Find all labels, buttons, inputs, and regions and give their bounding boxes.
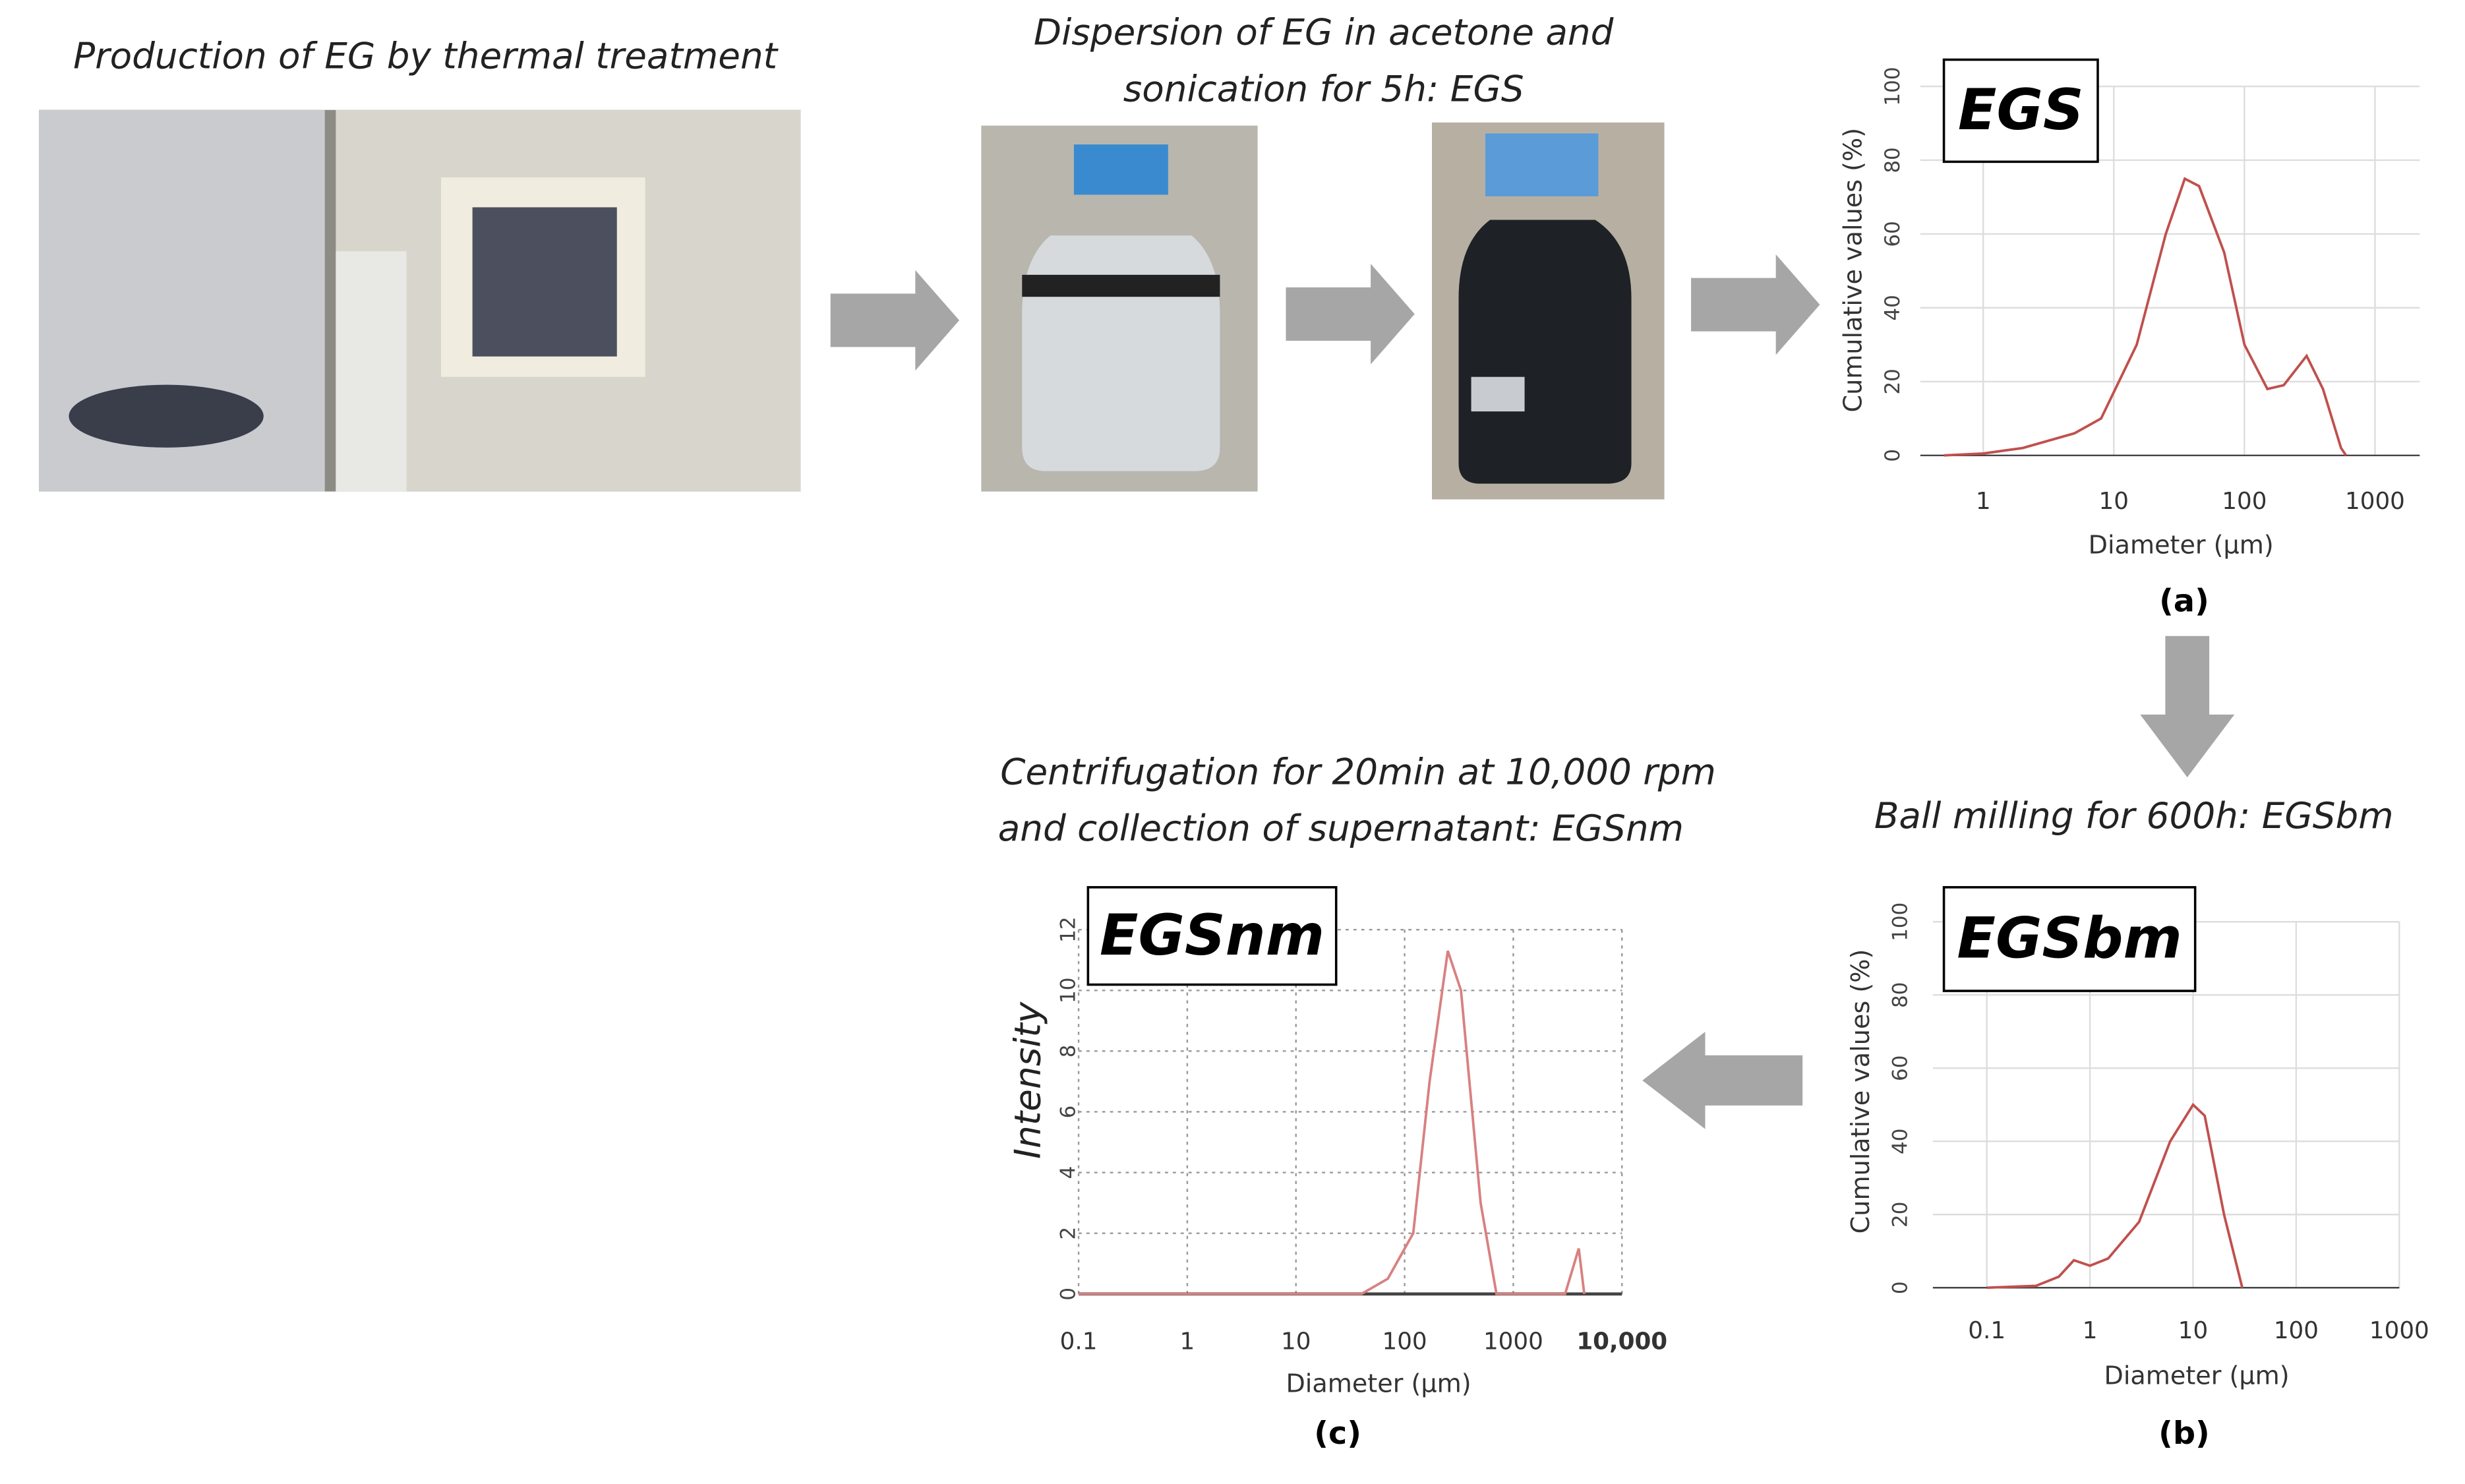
caption: Centrifugation for 20min at 10,000 rpm: [1000, 750, 1716, 792]
x-tick-label: 10: [2099, 488, 2129, 515]
x-tick-label: 1000: [2345, 488, 2405, 515]
x-tick-label: 100: [1382, 1328, 1427, 1355]
title-box: [1942, 886, 2197, 992]
x-tick-label: 10: [1281, 1328, 1311, 1355]
x-tick-label: 1: [1976, 488, 1991, 515]
y-tick-label: 6: [1056, 1106, 1080, 1119]
panel-label: (c): [1314, 1415, 1361, 1452]
arrows: [830, 254, 2235, 1129]
caption: and collection of supernatant: EGSnm: [998, 807, 1684, 849]
y-tick-label: 2: [1056, 1227, 1080, 1240]
chart-title: EGS: [1958, 77, 2084, 143]
chart-title: EGSbm: [1957, 906, 2182, 972]
photo-bottle-clear: [981, 125, 1258, 492]
y-tick-label: 10: [1056, 978, 1080, 1003]
x-tick-label: 0.1: [1060, 1328, 1098, 1355]
caption: Dispersion of EG in acetone and: [1034, 11, 1614, 53]
x-tick-label: 0.1: [1968, 1317, 2005, 1344]
panel-label: (b): [2158, 1415, 2210, 1452]
y-tick-label: 20: [1881, 369, 1905, 394]
y-tick-label: 80: [1881, 147, 1905, 173]
y-tick-label: 60: [1889, 1055, 1913, 1081]
y-tick-label: 0: [1056, 1288, 1080, 1301]
caption: Production of EG by thermal treatment: [73, 34, 779, 76]
y-tick-label: 0: [1889, 1281, 1913, 1294]
x-axis-label: Diameter (μm): [2104, 1361, 2289, 1390]
y-tick-label: 100: [1889, 903, 1913, 941]
y-tick-label: 20: [1889, 1202, 1913, 1228]
photo-bottle-dark: [1432, 122, 1665, 500]
y-tick-label: 40: [1881, 295, 1905, 320]
x-tick-label: 1: [1180, 1328, 1195, 1355]
y-tick-label: 40: [1889, 1129, 1913, 1154]
y-axis-label: Cumulative values (%): [1846, 949, 1875, 1234]
x-tick-label: 100: [2274, 1317, 2319, 1344]
data-line: [1986, 1102, 2243, 1290]
y-tick-label: 60: [1881, 221, 1905, 247]
x-tick-label: 1000: [1483, 1328, 1543, 1355]
y-tick-label: 80: [1889, 982, 1913, 1008]
title-box: [1086, 886, 1338, 986]
chart-title: EGSnm: [1100, 903, 1324, 968]
x-axis-label: Diameter (μm): [1286, 1369, 1471, 1398]
x-tick-label: 100: [2222, 488, 2267, 515]
y-tick-label: 0: [1881, 449, 1905, 462]
y-tick-label: 8: [1056, 1045, 1080, 1058]
x-tick-label: 10,000: [1576, 1328, 1667, 1355]
y-tick-label: 12: [1056, 916, 1080, 942]
photo-furnace: [39, 109, 801, 492]
x-tick-label: 1000: [2369, 1317, 2429, 1344]
caption: Ball milling for 600h: EGSbm: [1874, 794, 2394, 837]
y-axis-label: Cumulative values (%): [1838, 128, 1867, 413]
panel-label: (a): [2159, 583, 2209, 620]
data-line: [1079, 950, 1586, 1295]
x-axis-label: Diameter (μm): [2089, 530, 2274, 559]
y-tick-label: 4: [1056, 1166, 1080, 1179]
y-tick-label: 100: [1881, 67, 1905, 105]
x-tick-label: 10: [2178, 1317, 2208, 1344]
title-box: [1942, 58, 2099, 163]
x-tick-label: 1: [2083, 1317, 2098, 1344]
data-line: [1944, 177, 2348, 457]
caption: sonication for 5h: EGS: [1123, 67, 1524, 109]
y-axis-label: Intensity: [1006, 1001, 1048, 1159]
